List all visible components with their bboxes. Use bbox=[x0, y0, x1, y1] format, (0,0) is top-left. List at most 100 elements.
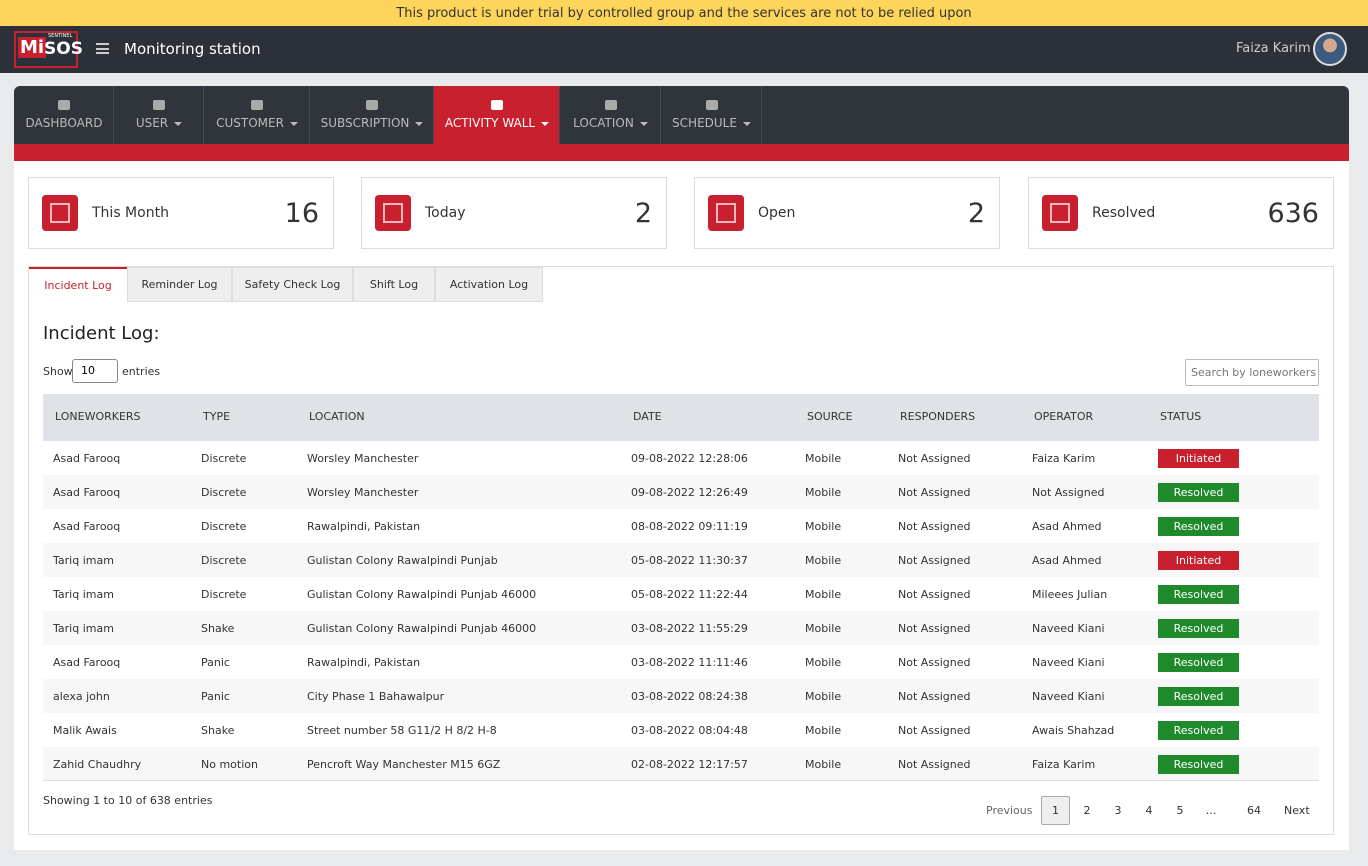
cell: 02-08-2022 12:17:57 bbox=[631, 758, 748, 771]
cell: Gulistan Colony Rawalpindi Punjab 46000 bbox=[307, 588, 536, 601]
logo-prefix: Mi bbox=[18, 37, 46, 58]
nav-label-text: DASHBOARD bbox=[26, 116, 103, 130]
tab[interactable]: Reminder Log bbox=[127, 267, 232, 302]
page-button[interactable]: 1 bbox=[1041, 796, 1070, 825]
column-header: DATE bbox=[633, 410, 662, 423]
cell: Tariq imam bbox=[53, 588, 114, 601]
page-button[interactable]: 64 bbox=[1239, 796, 1269, 825]
cell: Asad Ahmed bbox=[1032, 520, 1101, 533]
table-row: Tariq imamDiscreteGulistan Colony Rawalp… bbox=[43, 543, 1319, 577]
nav-item[interactable]: CUSTOMER bbox=[204, 86, 310, 144]
tab[interactable]: Incident Log bbox=[29, 267, 127, 302]
tab[interactable]: Shift Log bbox=[353, 267, 435, 302]
cell: Mobile bbox=[805, 452, 841, 465]
caret bbox=[541, 122, 549, 126]
status-badge: Resolved bbox=[1158, 653, 1239, 672]
nav-label: USER bbox=[114, 116, 204, 130]
tab[interactable]: Activation Log bbox=[435, 267, 543, 302]
entries-label: entries bbox=[122, 365, 160, 378]
stat-label: Today bbox=[425, 205, 466, 221]
cell: Rawalpindi, Pakistan bbox=[307, 520, 420, 533]
nav-item[interactable]: SUBSCRIPTION bbox=[310, 86, 434, 144]
search-input[interactable]: Search by loneworkers bbox=[1185, 359, 1319, 386]
nav-item[interactable]: SCHEDULE bbox=[661, 86, 762, 144]
nav-label-text: SCHEDULE bbox=[672, 116, 737, 130]
page-previous[interactable]: Previous bbox=[986, 804, 1033, 817]
page-button[interactable]: 4 bbox=[1134, 796, 1164, 825]
table-row: Malik AwaisShakeStreet number 58 G11/2 H… bbox=[43, 713, 1319, 747]
cell: Tariq imam bbox=[53, 554, 114, 567]
nav-icon bbox=[251, 100, 263, 110]
table-row: Tariq imamShakeGulistan Colony Rawalpind… bbox=[43, 611, 1319, 645]
cell: Naveed Kiani bbox=[1032, 690, 1105, 703]
stat-label: Open bbox=[758, 205, 795, 221]
stat-icon bbox=[1042, 195, 1078, 231]
cell: Gulistan Colony Rawalpindi Punjab bbox=[307, 554, 498, 567]
nav-item[interactable]: DASHBOARD bbox=[14, 86, 114, 144]
cell: Asad Farooq bbox=[53, 520, 120, 533]
cell: Discrete bbox=[201, 486, 246, 499]
nav-item[interactable]: ACTIVITY WALL bbox=[434, 86, 560, 144]
nav-item[interactable]: LOCATION bbox=[560, 86, 661, 144]
cell: 05-08-2022 11:22:44 bbox=[631, 588, 748, 601]
show-label: Show bbox=[43, 365, 73, 378]
nav-icon bbox=[366, 100, 378, 110]
stat-label: This Month bbox=[92, 205, 169, 221]
stat-card: Resolved636 bbox=[1028, 177, 1334, 249]
user-name[interactable]: Faiza Karim bbox=[1236, 41, 1311, 56]
cell: 08-08-2022 09:11:19 bbox=[631, 520, 748, 533]
panel: Incident LogReminder LogSafety Check Log… bbox=[28, 266, 1334, 835]
cell: Zahid Chaudhry bbox=[53, 758, 141, 771]
cell: Discrete bbox=[201, 452, 246, 465]
column-header: LOCATION bbox=[309, 410, 365, 423]
nav-icon bbox=[153, 100, 165, 110]
nav-label-text: ACTIVITY WALL bbox=[445, 116, 535, 130]
cell: Mobile bbox=[805, 520, 841, 533]
status-badge: Resolved bbox=[1158, 687, 1239, 706]
cell: Worsley Manchester bbox=[307, 486, 418, 499]
cell: No motion bbox=[201, 758, 258, 771]
cell: Mobile bbox=[805, 724, 841, 737]
app-title: Monitoring station bbox=[124, 40, 261, 58]
nav-item[interactable]: USER bbox=[114, 86, 204, 144]
status-badge: Resolved bbox=[1158, 619, 1239, 638]
cell: Mobile bbox=[805, 758, 841, 771]
stat-value: 636 bbox=[1267, 198, 1319, 229]
length-select[interactable]: 10 bbox=[72, 359, 118, 383]
menu-bar bbox=[96, 48, 109, 50]
nav-label-text: LOCATION bbox=[573, 116, 634, 130]
menu-toggle[interactable] bbox=[96, 43, 109, 54]
cell: Not Assigned bbox=[898, 622, 971, 635]
page-next[interactable]: Next bbox=[1284, 804, 1310, 817]
stat-value: 2 bbox=[968, 198, 985, 229]
nav-icon bbox=[491, 100, 503, 110]
page-button[interactable]: 3 bbox=[1103, 796, 1133, 825]
column-header: SOURCE bbox=[807, 410, 852, 423]
table-row: alexa johnPanicCity Phase 1 Bahawalpur03… bbox=[43, 679, 1319, 713]
stat-card: Today2 bbox=[361, 177, 667, 249]
stat-icon bbox=[42, 195, 78, 231]
page-button[interactable]: 2 bbox=[1072, 796, 1102, 825]
cell: Malik Awais bbox=[53, 724, 117, 737]
status-badge: Initiated bbox=[1158, 449, 1239, 468]
cell: 03-08-2022 11:55:29 bbox=[631, 622, 748, 635]
nav-icon bbox=[58, 100, 70, 110]
cell: Naveed Kiani bbox=[1032, 656, 1105, 669]
cell: Discrete bbox=[201, 588, 246, 601]
cell: Not Assigned bbox=[1032, 486, 1105, 499]
cell: Awais Shahzad bbox=[1032, 724, 1114, 737]
caret bbox=[415, 122, 423, 126]
status-badge: Resolved bbox=[1158, 517, 1239, 536]
page-button[interactable]: 5 bbox=[1165, 796, 1195, 825]
cell: Not Assigned bbox=[898, 656, 971, 669]
tab[interactable]: Safety Check Log bbox=[232, 267, 353, 302]
page-button[interactable]: … bbox=[1196, 796, 1226, 825]
logo: MiSOSSENTINEL bbox=[14, 31, 78, 68]
column-header: STATUS bbox=[1160, 410, 1201, 423]
cell: Rawalpindi, Pakistan bbox=[307, 656, 420, 669]
cell: 03-08-2022 08:24:38 bbox=[631, 690, 748, 703]
cell: Not Assigned bbox=[898, 520, 971, 533]
avatar[interactable] bbox=[1313, 32, 1347, 66]
nav-label: ACTIVITY WALL bbox=[434, 116, 560, 130]
